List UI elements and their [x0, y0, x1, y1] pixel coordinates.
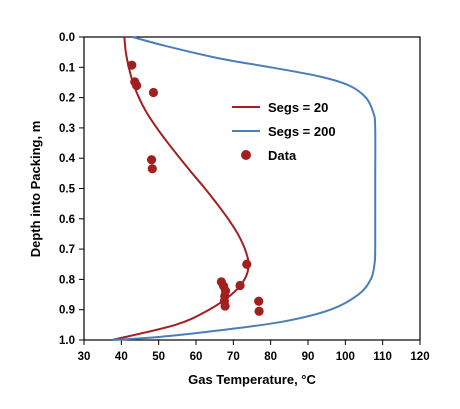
legend-label-segs-200: Segs = 200 — [268, 124, 336, 139]
data-point — [147, 164, 157, 174]
x-tick-label: 50 — [152, 351, 165, 363]
legend-marker-data — [241, 150, 251, 160]
data-point — [254, 306, 264, 316]
y-tick-label: 0.7 — [59, 244, 75, 256]
data-point — [146, 155, 157, 165]
data-point — [235, 280, 245, 291]
legend: Segs = 20 Segs = 200 Data — [232, 100, 336, 163]
y-tick-label: 0.9 — [59, 305, 75, 317]
axes-layer — [79, 36, 421, 345]
x-tick-label: 110 — [373, 351, 392, 363]
x-tick-label: 30 — [78, 351, 91, 363]
tick-labels-layer: 30 40 50 60 70 80 90 100 110 120 0.0 0.1 0.2 0.3 0.4 0.… — [59, 32, 430, 363]
y-tick-label: 0.3 — [59, 123, 75, 135]
x-axis-label: Gas Temperature, °C — [188, 372, 316, 387]
data-point — [127, 60, 137, 70]
y-axis-label: Depth into Packing, m — [28, 121, 43, 258]
series-layer — [111, 36, 377, 341]
y-tick-label: 0.6 — [59, 214, 75, 226]
x-tick-label: 80 — [264, 351, 277, 363]
data-point — [220, 301, 230, 311]
x-tick-label: 100 — [336, 351, 355, 363]
y-tick-label: 0.8 — [59, 274, 76, 286]
x-tick-label: 120 — [410, 351, 429, 363]
x-tick-label: 40 — [115, 351, 128, 363]
x-tick-label: 70 — [227, 351, 240, 363]
data-point — [148, 87, 159, 98]
data-point — [254, 296, 264, 306]
legend-label-segs-20: Segs = 20 — [268, 100, 328, 115]
x-tick-label: 90 — [302, 351, 315, 363]
y-tick-label: 1.0 — [59, 335, 75, 347]
x-tick-label: 60 — [190, 351, 203, 363]
data-point — [242, 259, 252, 269]
y-tick-label: 0.4 — [59, 153, 76, 165]
legend-label-data: Data — [268, 148, 297, 163]
y-tick-label: 0.0 — [59, 32, 75, 44]
series-line-segs-200 — [111, 36, 377, 341]
y-tick-label: 0.2 — [59, 93, 75, 105]
data-point — [132, 80, 142, 91]
y-tick-label: 0.5 — [59, 184, 76, 196]
y-tick-label: 0.1 — [59, 62, 76, 74]
